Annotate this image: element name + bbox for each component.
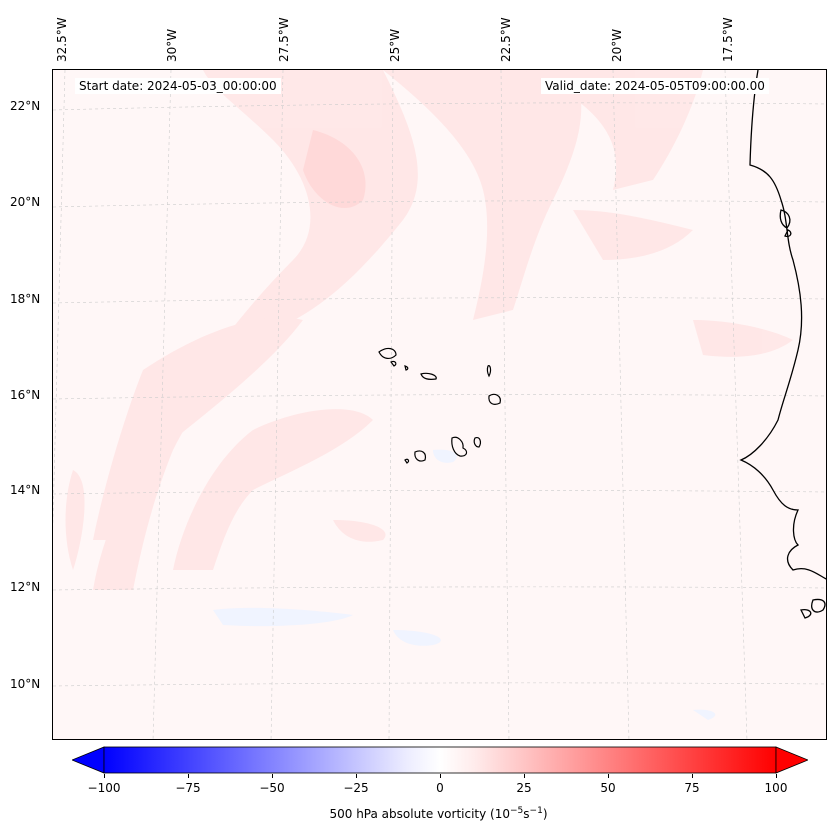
colorbar-left-extend <box>72 746 105 774</box>
cape-verde-islands <box>378 347 501 464</box>
lat-label-18n: 18°N <box>10 292 41 306</box>
cb-tick-label: 25 <box>516 781 532 795</box>
lon-label-17-5w: 17.5°W <box>721 17 735 62</box>
cb-tick-label: 100 <box>764 781 788 795</box>
cb-tickmark-8 <box>692 774 693 778</box>
colorbar <box>72 746 808 774</box>
lon-label-22-5w: 22.5°W <box>499 17 513 62</box>
cb-tickmark-5 <box>440 774 441 778</box>
graticule <box>53 70 826 739</box>
cb-tickmark-6 <box>524 774 525 778</box>
cb-tick-label: −75 <box>175 781 201 795</box>
cb-tick-label: −25 <box>343 781 369 795</box>
vorticity-field <box>65 70 793 590</box>
coastline <box>739 70 826 619</box>
map-panel[interactable]: Start date: 2024-05-03_00:00:00 Valid_da… <box>52 69 827 740</box>
lon-label-32-5w: 32.5°W <box>55 17 69 62</box>
lon-label-30w: 30°W <box>165 28 179 62</box>
start-date-label: Start date: 2024-05-03_00:00:00 <box>75 78 281 94</box>
cb-tickmark-1 <box>104 774 105 778</box>
cb-tickmark-4 <box>356 774 357 778</box>
cb-tick-label: −100 <box>87 781 121 795</box>
lon-label-27-5w: 27.5°W <box>277 17 291 62</box>
lat-label-10n: 10°N <box>10 677 41 691</box>
cb-tick-label: −50 <box>259 781 285 795</box>
cb-tick-label: 50 <box>600 781 616 795</box>
vorticity-map <box>53 70 826 739</box>
cb-tickmark-2 <box>188 774 189 778</box>
lat-label-16n: 16°N <box>10 388 41 402</box>
valid-date-label: Valid_date: 2024-05-05T09:00:00.00 <box>541 78 769 94</box>
lon-label-20w: 20°W <box>610 28 624 62</box>
lat-label-22n: 22°N <box>10 99 41 113</box>
cb-tickmark-9 <box>776 774 777 778</box>
cb-tick-label: 0 <box>436 781 444 795</box>
lon-label-25w: 25°W <box>388 28 402 62</box>
lat-label-20n: 20°N <box>10 195 41 209</box>
lat-label-12n: 12°N <box>10 580 41 594</box>
colorbar-right-extend <box>775 746 808 774</box>
cb-tickmark-7 <box>608 774 609 778</box>
negative-vorticity-field <box>213 449 716 720</box>
colorbar-body <box>103 746 777 774</box>
cb-tickmark-3 <box>272 774 273 778</box>
lat-label-14n: 14°N <box>10 483 41 497</box>
colorbar-title: 500 hPa absolute vorticity (10−5s−1) <box>329 806 548 821</box>
cb-tick-label: 75 <box>684 781 700 795</box>
